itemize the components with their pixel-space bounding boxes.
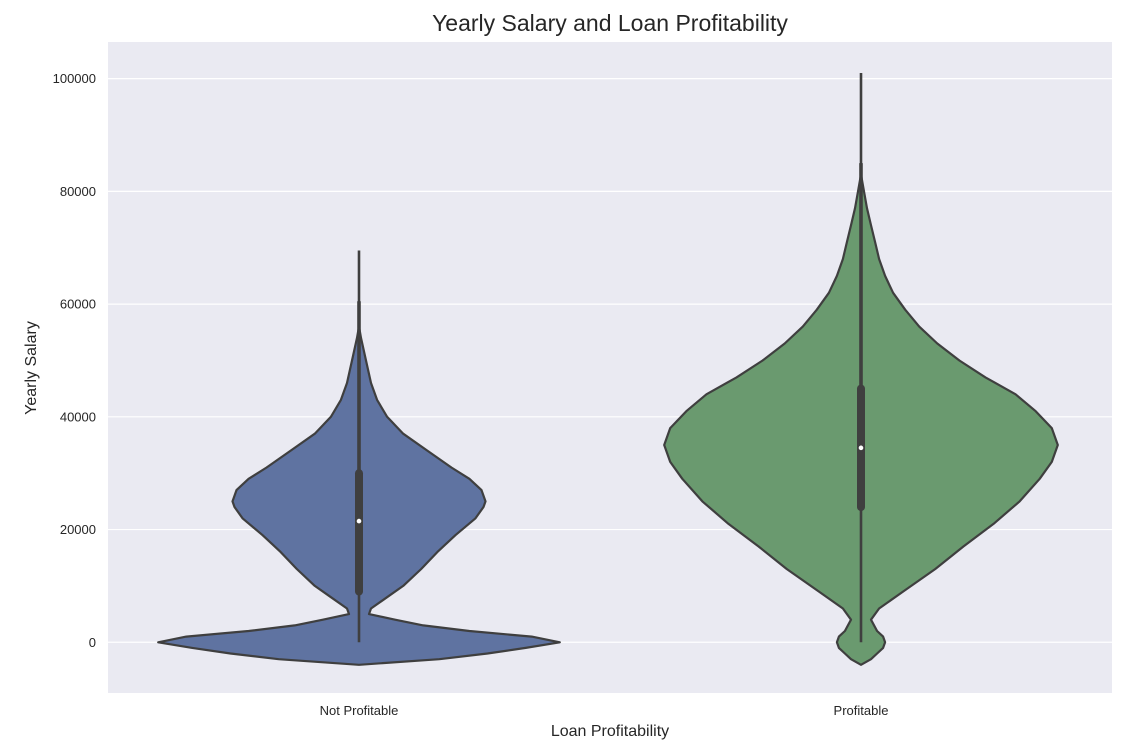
- y-tick-label: 40000: [60, 409, 96, 424]
- y-tick-label: 20000: [60, 522, 96, 537]
- y-tick-label: 100000: [53, 71, 96, 86]
- x-tick-label: Profitable: [834, 703, 889, 718]
- x-axis-label: Loan Profitability: [551, 723, 669, 740]
- x-tick-label: Not Profitable: [320, 703, 399, 718]
- y-tick-label: 80000: [60, 184, 96, 199]
- x-tick-labels: Not Profitable Profitable: [320, 703, 889, 718]
- chart-title: Yearly Salary and Loan Profitability: [432, 10, 788, 36]
- y-tick-label: 60000: [60, 297, 96, 312]
- y-tick-labels: 0 20000 40000 60000 80000 100000: [53, 71, 96, 650]
- inner-boxes: [355, 73, 865, 643]
- y-axis-label: Yearly Salary: [23, 321, 40, 415]
- violin-median-dot: [858, 445, 864, 451]
- y-tick-label: 0: [89, 635, 96, 650]
- violin-median-dot: [356, 518, 362, 524]
